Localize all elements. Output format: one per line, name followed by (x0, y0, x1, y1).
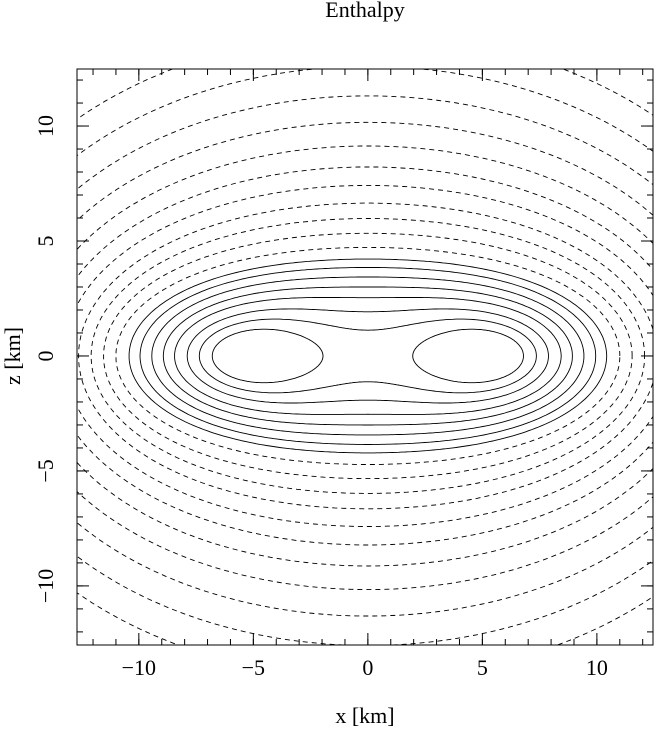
contour (412, 328, 524, 384)
y-tick-label: 0 (33, 350, 58, 361)
contour (186, 308, 549, 404)
contour (90, 218, 646, 494)
y-tick-label: 5 (33, 235, 58, 246)
contours (77, 69, 653, 645)
contour (77, 184, 653, 527)
x-tick-label: −10 (122, 655, 156, 680)
x-tick-label: 0 (362, 655, 373, 680)
contour (78, 202, 653, 510)
contour (198, 318, 537, 394)
contour (77, 166, 653, 546)
chart-title: Enthalpy (325, 0, 404, 22)
contour (77, 69, 653, 645)
y-axis-label: z [km] (0, 327, 25, 385)
contour (103, 232, 633, 480)
x-axis-label: x [km] (335, 703, 394, 728)
contour (151, 276, 585, 436)
plot-frame (76, 68, 654, 646)
contour (77, 145, 653, 567)
x-tick-label: 10 (586, 655, 608, 680)
y-tick-label: 10 (33, 115, 58, 137)
y-tick-label: −5 (33, 459, 58, 482)
contour (115, 246, 621, 465)
contour (174, 297, 562, 415)
y-tick-label: −10 (33, 569, 58, 603)
contour (77, 95, 653, 617)
contour (139, 267, 597, 445)
x-tick-label: 5 (477, 655, 488, 680)
contour (77, 121, 653, 591)
contour (211, 328, 324, 384)
x-tick-label: −5 (242, 655, 265, 680)
contour (128, 258, 608, 454)
contour (77, 69, 653, 645)
contour (162, 286, 573, 426)
